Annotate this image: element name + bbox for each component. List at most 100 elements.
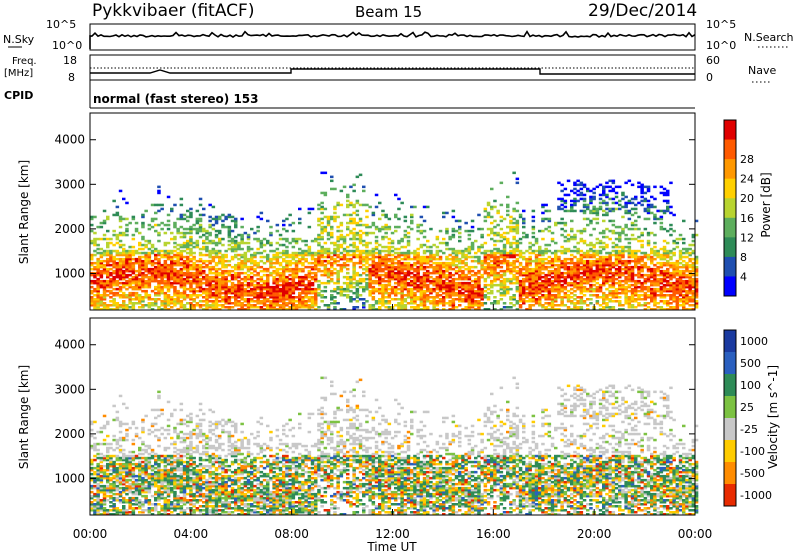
power-cell bbox=[419, 287, 424, 291]
power-cell bbox=[355, 279, 360, 283]
power-cell bbox=[170, 300, 174, 303]
power-cell bbox=[202, 227, 206, 231]
power-cell bbox=[582, 259, 587, 263]
power-cell bbox=[525, 269, 529, 273]
power-cell bbox=[643, 217, 648, 221]
power-cell bbox=[144, 283, 148, 287]
power-cell bbox=[464, 253, 468, 257]
power-cell bbox=[314, 289, 318, 293]
power-cell bbox=[144, 304, 148, 307]
power-cell bbox=[147, 275, 152, 279]
power-cell bbox=[454, 259, 459, 263]
power-cell bbox=[102, 269, 107, 273]
power-cell bbox=[291, 306, 296, 309]
power-cell bbox=[640, 298, 644, 301]
power-cell bbox=[109, 283, 113, 287]
power-cell bbox=[234, 285, 238, 289]
power-cell bbox=[221, 253, 225, 257]
power-cell bbox=[189, 275, 193, 279]
power-cell bbox=[147, 241, 152, 245]
power-cell bbox=[400, 304, 404, 307]
power-cell bbox=[378, 253, 382, 257]
power-cell bbox=[96, 257, 100, 261]
power-cell bbox=[346, 193, 350, 197]
power-cell bbox=[458, 267, 462, 271]
power-cell bbox=[589, 201, 593, 205]
power-cell bbox=[240, 296, 244, 299]
power-cell bbox=[160, 267, 164, 271]
power-cell bbox=[640, 233, 644, 237]
power-cell bbox=[154, 279, 158, 283]
power-cell bbox=[131, 277, 136, 281]
power-cell bbox=[352, 233, 356, 237]
power-cell bbox=[176, 277, 180, 281]
power-cell bbox=[134, 298, 139, 301]
power-cell bbox=[618, 265, 622, 269]
power-cell bbox=[445, 287, 449, 291]
power-cell bbox=[410, 275, 414, 279]
power-cell bbox=[122, 277, 126, 281]
power-cell bbox=[522, 285, 526, 289]
power-cell bbox=[378, 257, 382, 261]
power-cell bbox=[227, 308, 232, 311]
power-cell bbox=[205, 273, 209, 277]
power-cell bbox=[349, 201, 353, 205]
power-cell bbox=[550, 263, 555, 267]
power-cell bbox=[438, 289, 443, 293]
power-cell bbox=[346, 253, 350, 257]
power-cell bbox=[352, 277, 356, 281]
power-cell bbox=[253, 294, 257, 297]
power-cell bbox=[608, 237, 612, 241]
power-cell bbox=[182, 283, 187, 287]
power-cell bbox=[445, 247, 449, 251]
power-cell bbox=[339, 267, 344, 271]
power-cell bbox=[362, 231, 366, 235]
power-cell bbox=[618, 261, 622, 265]
power-cell bbox=[573, 237, 577, 241]
power-cell bbox=[163, 283, 168, 287]
power-cell bbox=[637, 239, 641, 243]
power-cell bbox=[285, 267, 289, 271]
power-cell bbox=[486, 271, 491, 275]
power-cell bbox=[269, 263, 273, 267]
power-cell bbox=[326, 233, 331, 237]
power-cell bbox=[330, 261, 334, 265]
power-cell bbox=[410, 283, 414, 287]
power-cell bbox=[362, 289, 366, 293]
power-cell bbox=[368, 289, 372, 293]
power-cell bbox=[586, 273, 590, 277]
power-cell bbox=[282, 308, 286, 311]
power-cell bbox=[93, 287, 97, 291]
power-cell bbox=[634, 259, 638, 263]
power-cell bbox=[518, 267, 523, 271]
power-cell bbox=[371, 251, 376, 255]
power-cell bbox=[525, 291, 529, 295]
power-cell bbox=[173, 267, 177, 271]
power-cell bbox=[541, 279, 545, 283]
power-cell bbox=[621, 249, 625, 253]
power-cell bbox=[595, 221, 600, 225]
power-cell bbox=[90, 279, 94, 283]
power-cell bbox=[173, 255, 177, 259]
power-cell bbox=[304, 300, 308, 303]
power-cell bbox=[195, 221, 200, 225]
power-cell bbox=[547, 229, 552, 233]
power-cell bbox=[483, 283, 488, 287]
power-cell bbox=[208, 241, 212, 245]
power-cell bbox=[534, 273, 539, 277]
power-cell bbox=[550, 308, 555, 311]
power-cell bbox=[339, 287, 344, 291]
power-cell bbox=[627, 245, 632, 249]
power-cell bbox=[141, 225, 145, 229]
power-cell bbox=[291, 239, 296, 243]
power-cell bbox=[602, 231, 606, 235]
power-cell bbox=[538, 283, 542, 287]
power-cell bbox=[285, 269, 289, 273]
power-cell bbox=[179, 294, 184, 297]
power-cell bbox=[205, 287, 209, 291]
power-cell bbox=[544, 306, 548, 309]
power-cell bbox=[102, 251, 107, 255]
power-cell bbox=[550, 294, 555, 297]
power-cell bbox=[179, 243, 184, 247]
power-cell bbox=[378, 217, 382, 221]
